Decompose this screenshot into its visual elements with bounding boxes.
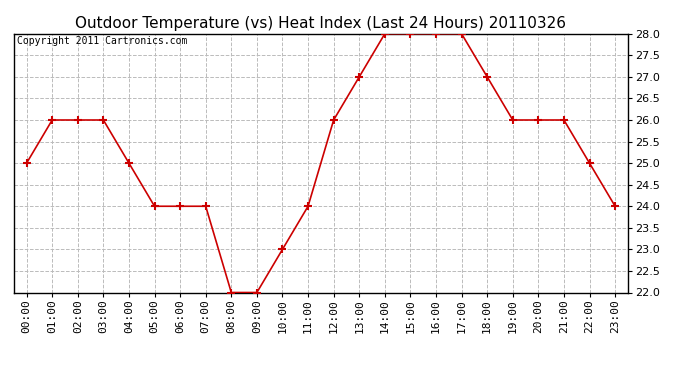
Text: Copyright 2011 Cartronics.com: Copyright 2011 Cartronics.com bbox=[17, 36, 187, 46]
Title: Outdoor Temperature (vs) Heat Index (Last 24 Hours) 20110326: Outdoor Temperature (vs) Heat Index (Las… bbox=[75, 16, 566, 31]
